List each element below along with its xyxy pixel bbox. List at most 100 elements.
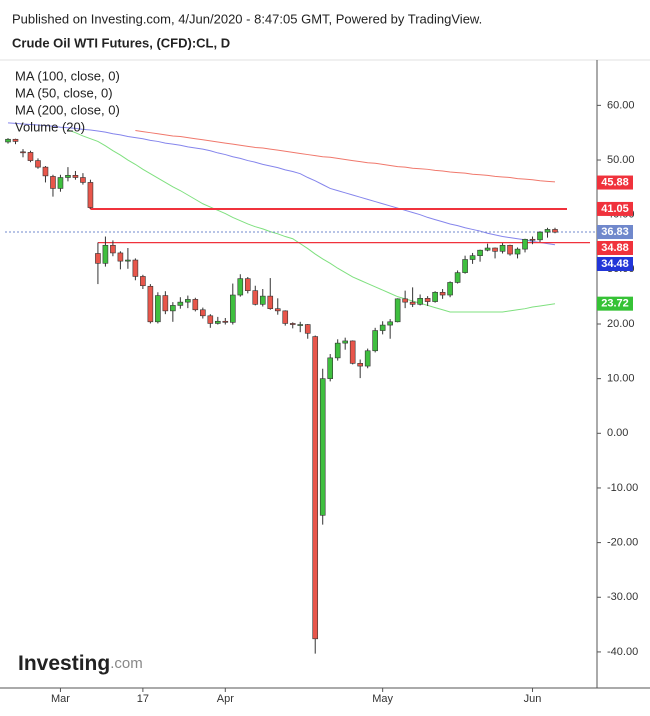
candle-body xyxy=(80,177,86,183)
candle-body xyxy=(102,244,109,264)
candle-body xyxy=(20,151,26,154)
candle-body xyxy=(357,363,363,367)
x-tick-label: May xyxy=(372,693,393,705)
y-tick-label: -10.00 xyxy=(607,482,638,494)
candle-body xyxy=(72,175,79,178)
candle-body xyxy=(185,299,191,303)
candle-body xyxy=(110,244,116,254)
price-marker-label: 36.83 xyxy=(601,226,629,238)
candle-body xyxy=(537,231,543,241)
candle-body xyxy=(12,138,19,142)
price-marker xyxy=(597,225,633,240)
candle-body xyxy=(200,309,206,317)
candle-body xyxy=(35,160,41,168)
candle-body xyxy=(492,247,498,252)
candle-body xyxy=(57,177,64,189)
candle-body xyxy=(394,298,401,323)
candle-body xyxy=(402,298,408,303)
price-marker-label: 34.88 xyxy=(601,242,629,254)
price-marker-label: 23.72 xyxy=(601,298,629,310)
candle-body xyxy=(319,378,326,516)
price-marker-label: 41.05 xyxy=(601,203,629,215)
ma-line xyxy=(135,130,556,183)
candle-body xyxy=(87,182,94,208)
candle-body xyxy=(237,278,244,296)
price-marker xyxy=(597,175,633,190)
y-tick-label: -20.00 xyxy=(607,537,638,549)
candle-body xyxy=(312,336,319,640)
legend-entry: Volume (20) xyxy=(15,119,85,134)
candle-body xyxy=(469,255,476,260)
candle-body xyxy=(454,272,461,283)
candle-body xyxy=(27,152,34,161)
candle-body xyxy=(147,285,154,323)
candle-body xyxy=(244,278,251,291)
candle-body xyxy=(207,315,214,324)
candle-body xyxy=(5,138,11,143)
candle-body xyxy=(409,301,416,305)
y-tick-label: 10.00 xyxy=(607,373,635,385)
candle-body xyxy=(499,244,506,252)
candle-body xyxy=(424,298,431,302)
candle-body xyxy=(334,342,341,359)
legend-entry: MA (200, close, 0) xyxy=(15,102,120,117)
candle-body xyxy=(379,324,386,331)
x-tick-label: 17 xyxy=(137,693,149,705)
candle-body xyxy=(125,259,131,262)
candle-body xyxy=(522,238,528,250)
candle-body xyxy=(140,276,146,287)
chart-title: Crude Oil WTI Futures, (CFD):CL, D xyxy=(12,35,230,50)
candle-body xyxy=(259,295,266,305)
candle-body xyxy=(267,295,274,309)
source-note: Published on Investing.com, 4/Jun/2020 -… xyxy=(12,11,482,26)
candle-body xyxy=(327,357,334,379)
y-tick-label: 0.00 xyxy=(607,427,628,439)
candle-body xyxy=(544,229,551,233)
candle-body xyxy=(349,340,356,364)
legend-entry: MA (50, close, 0) xyxy=(15,85,113,100)
price-marker xyxy=(597,257,633,272)
candle-body xyxy=(462,259,468,273)
x-tick-label: Apr xyxy=(217,693,234,705)
candle-body xyxy=(364,350,371,367)
candle-body xyxy=(132,259,139,277)
logo: Investing.com xyxy=(18,652,143,675)
candle-body xyxy=(95,253,101,264)
candle-body xyxy=(477,249,483,256)
candle-body xyxy=(417,298,423,305)
candle-body xyxy=(274,308,281,312)
candle-body xyxy=(507,244,513,255)
candle-body xyxy=(42,166,49,177)
price-marker xyxy=(597,201,633,216)
candle-body xyxy=(222,320,229,323)
candle-body xyxy=(170,305,176,312)
price-marker xyxy=(597,241,633,256)
candle-body xyxy=(215,320,221,324)
candle-body xyxy=(65,175,71,178)
candle-body xyxy=(387,321,393,326)
candle-body xyxy=(155,295,161,323)
candle-body xyxy=(342,340,348,344)
candle-body xyxy=(289,323,296,325)
legend-entry: MA (100, close, 0) xyxy=(15,68,120,83)
candle-body xyxy=(552,229,558,233)
x-tick-label: Jun xyxy=(524,693,542,705)
x-tick-label: Mar xyxy=(51,693,70,705)
candle-body xyxy=(162,295,169,312)
logo-name: Investing xyxy=(18,652,110,675)
candle-body xyxy=(252,290,259,305)
candle-body xyxy=(192,299,199,311)
candle-body xyxy=(177,301,184,306)
candle-body xyxy=(529,238,536,241)
y-tick-label: -30.00 xyxy=(607,591,638,603)
candle-body xyxy=(432,291,438,302)
candle-body xyxy=(297,324,304,326)
candle-body xyxy=(484,247,491,251)
price-marker-label: 34.48 xyxy=(601,258,629,270)
candle-body xyxy=(282,310,289,324)
candle-body xyxy=(304,324,311,334)
candle-body xyxy=(50,176,56,189)
